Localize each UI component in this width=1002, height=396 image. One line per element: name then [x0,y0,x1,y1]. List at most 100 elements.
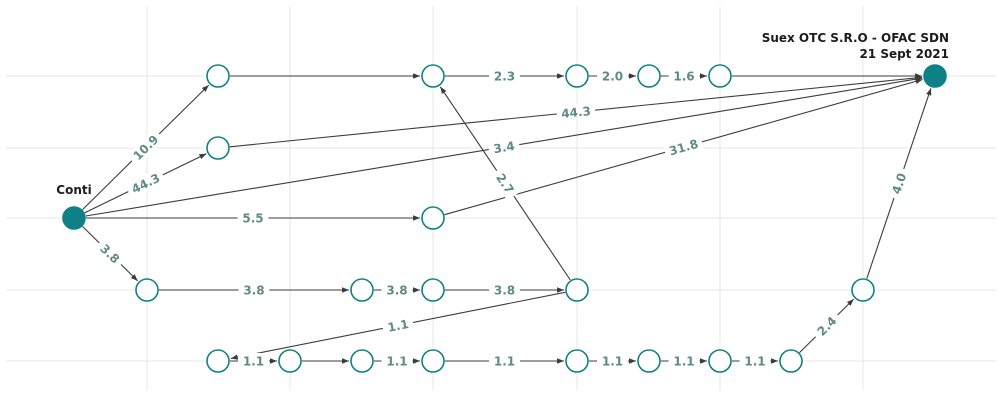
node-conti[interactable] [62,206,86,230]
edge-b1-suex: 44.3 [229,75,923,148]
node-a5[interactable] [708,64,732,88]
nodes-layer [62,64,947,373]
edge-label-group: 1.1 [238,353,269,369]
edge-label-background [93,237,127,271]
node-c1[interactable] [421,206,445,230]
edge-e5-e6: 1.1 [589,353,636,369]
edge-a4-a5: 1.6 [661,68,707,84]
edge-a2-a3: 2.3 [445,68,564,84]
edge-label-group: 1.6 [668,68,700,84]
node-a1[interactable] [206,64,230,88]
edge-label-background [238,282,270,298]
edge-value-label: 3.8 [494,284,515,298]
edge-a3-a4: 2.0 [589,68,636,84]
node-e8[interactable] [779,349,803,373]
target-node-label-name: Suex OTC S.R.O - OFAC SDN [762,31,949,45]
edge-e7-e8: 1.1 [732,353,778,369]
edge-value-label: 1.1 [494,355,515,369]
edge-value-label: 3.4 [492,139,515,156]
edge-label-group: 2.3 [489,68,520,84]
edge-d4-e1: 1.1 [230,291,566,360]
edge-label-group: 3.8 [238,282,270,298]
edge-label-group: 2.4 [810,309,844,343]
edge-value-label: 3.8 [386,284,407,298]
edge-label-background [490,166,521,201]
edge-e9-suex: 4.0 [866,88,932,279]
edge-label-group: 31.8 [662,134,705,161]
edge-d1-d2: 3.8 [159,282,349,298]
node-e9[interactable] [851,278,875,302]
edge-e4-e5: 1.1 [445,353,564,369]
edge-label-group: 1.1 [668,353,700,369]
edge-label-background [489,353,520,369]
edge-label-background [381,353,413,369]
node-a3[interactable] [565,64,589,88]
edge-label-group: 2.0 [597,68,628,84]
edge-conti-d1: 3.8 [82,226,139,282]
edge-value-label: 2.0 [602,70,623,84]
edge-value-label: 1.1 [744,355,765,369]
edge-value-label: 1.6 [673,70,694,84]
edge-label-background [739,353,771,369]
node-e7[interactable] [708,349,732,373]
node-e2[interactable] [278,349,302,373]
node-d1[interactable] [135,278,159,302]
edge-value-label: 3.8 [243,284,264,298]
edge-label-group: 4.0 [886,166,912,201]
edge-value-label: 44.3 [561,104,592,121]
node-e6[interactable] [637,349,661,373]
node-d4[interactable] [565,278,589,302]
node-e1[interactable] [206,349,230,373]
edge-e8-e9: 2.4 [799,298,855,353]
edge-label-group: 10.9 [126,128,165,167]
node-e3[interactable] [350,349,374,373]
edge-label-background [489,282,520,298]
node-e4[interactable] [421,349,445,373]
edge-label-background [597,353,628,369]
edge-value-label: 1.1 [602,355,623,369]
edge-label-group: 5.5 [237,210,269,226]
edge-conti-suex: 3.4 [85,76,923,217]
node-a4[interactable] [637,64,661,88]
edge-label-group: 44.3 [124,167,167,199]
edge-label-background [597,68,628,84]
edge-label-background [668,68,700,84]
edge-label-background [126,128,165,167]
edge-value-label: 1.1 [243,355,264,369]
node-a2[interactable] [421,64,445,88]
edge-label-group: 3.8 [381,282,413,298]
node-labels-layer: Conti Suex OTC S.R.O - OFAC SDN 21 Sept … [56,31,949,197]
node-d2[interactable] [350,278,374,302]
node-b1[interactable] [206,136,230,160]
edge-value-label: 1.1 [673,355,694,369]
edge-label-background [489,68,520,84]
node-suex[interactable] [923,64,947,88]
edges-layer: 10.944.33.45.53.82.3 2.0 1.644.331.83.8 3.8… [82,68,932,369]
edge-label-group: 1.1 [381,353,413,369]
edge-label-background [237,210,269,226]
node-e5[interactable] [565,349,589,373]
edge-conti-c1: 5.5 [86,210,420,226]
edge-label-background [662,134,705,161]
edge-label-group: 3.8 [489,282,520,298]
edge-label-background [556,102,596,122]
background-grid [6,6,996,390]
edge-value-label: 5.5 [242,212,263,226]
edge-e6-e7: 1.1 [661,353,707,369]
edge-value-label: 2.3 [494,70,515,84]
edge-label-background [238,353,269,369]
edge-label-group: 3.4 [487,136,521,158]
edge-label-background [124,167,167,199]
edge-c1-suex: 31.8 [444,78,923,216]
node-d3[interactable] [421,278,445,302]
edge-label-group: 1.1 [597,353,628,369]
edge-value-label: 1.1 [386,355,407,369]
edge-label-group: 1.1 [489,353,520,369]
edge-label-background [886,166,912,201]
edge-label-background [487,136,521,158]
source-node-label: Conti [56,183,91,197]
edge-d2-d3: 3.8 [374,282,420,298]
edge-label-background [381,282,413,298]
